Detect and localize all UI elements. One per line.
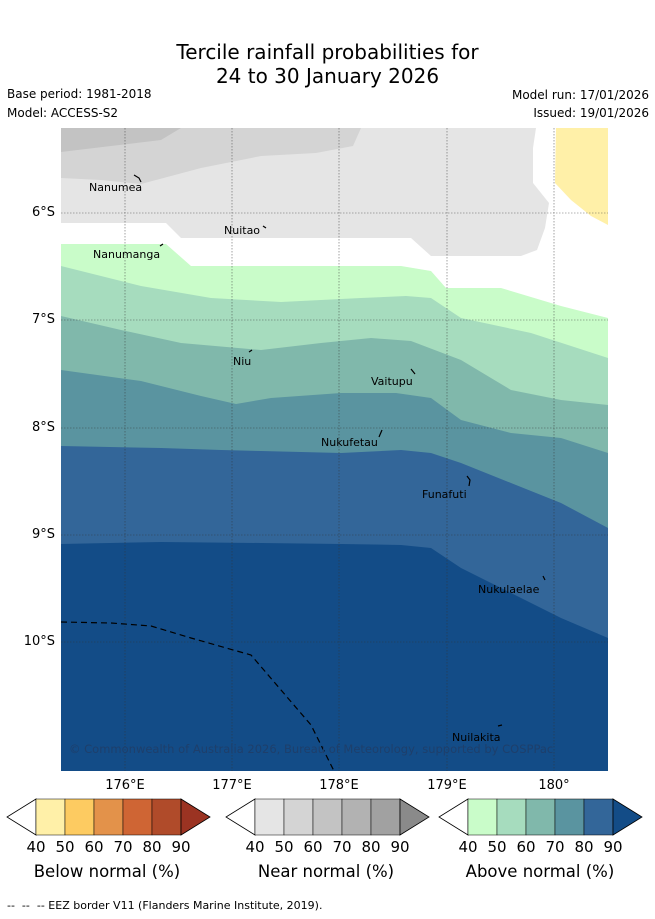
title-line-2: 24 to 30 January 2026 (215, 64, 440, 88)
lon-label-177e: 177°E (212, 778, 252, 793)
colorbar-0-tick-40: 40 (26, 838, 46, 856)
colorbar-1-max-triangle (399, 798, 430, 836)
eez-legend-footer: -- -- -- EEZ border V11 (Flanders Marine… (7, 899, 323, 912)
colorbar-1-segment-1 (283, 798, 314, 836)
colorbar-2-tick-60: 60 (516, 838, 536, 856)
colorbar-0-segment-4 (151, 798, 182, 836)
place-vaitupu: Vaitupu (371, 375, 413, 388)
colorbar-2-segment-0 (467, 798, 498, 836)
colorbar-2-segment-2 (525, 798, 556, 836)
colorbar-0-tick-70: 70 (113, 838, 133, 856)
colorbar-0-tick-80: 80 (142, 838, 162, 856)
colorbar-1-tick-40: 40 (245, 838, 265, 856)
colorbar-near-label: Near normal (%) (257, 862, 395, 881)
colorbar-2-tick-90: 90 (603, 838, 623, 856)
lat-label-9s: 9°S (31, 527, 55, 542)
model-run-date: Model run: 17/01/2026 (511, 88, 649, 102)
eez-border (61, 621, 335, 771)
colorbar-0-segment-3 (122, 798, 153, 836)
map-title: Tercile rainfall probabilities for 24 to… (0, 40, 655, 88)
place-niu: Niu (233, 355, 252, 368)
place-nuitao: Nuitao (224, 224, 261, 237)
colorbar-0-max-triangle (180, 798, 211, 836)
colorbar-1-tick-90: 90 (390, 838, 410, 856)
above-normal-90-region (61, 542, 608, 771)
colorbar-1-min-triangle (225, 798, 256, 836)
colorbar-0-tick-60: 60 (84, 838, 104, 856)
colorbar-0-segment-0 (35, 798, 66, 836)
model-name: Model: ACCESS-S2 (7, 106, 119, 120)
colorbar-above-label: Above normal (%) (465, 862, 615, 881)
colorbar-1-segment-0 (254, 798, 285, 836)
lat-label-6s: 6°S (31, 205, 55, 220)
colorbar-0-min-triangle (6, 798, 37, 836)
below-normal-40-region (555, 128, 608, 225)
colorbar-0-segment-1 (64, 798, 95, 836)
colorbar-2-tick-70: 70 (545, 838, 565, 856)
forecast-map (61, 128, 608, 771)
graticule (61, 128, 608, 771)
colorbar-1-segment-4 (370, 798, 401, 836)
colorbar-2-tick-40: 40 (458, 838, 478, 856)
lon-label-176e: 176°E (105, 778, 145, 793)
colorbar-1-segment-2 (312, 798, 343, 836)
colorbar-0-tick-90: 90 (171, 838, 191, 856)
colorbar-2-tick-50: 50 (487, 838, 507, 856)
colorbar-2-segment-4 (583, 798, 614, 836)
copyright-notice: © Commonwealth of Australia 2026, Bureau… (69, 742, 554, 756)
colorbar-0-segment-2 (93, 798, 124, 836)
place-nanumanga: Nanumanga (93, 248, 161, 261)
colorbar-1-tick-80: 80 (361, 838, 381, 856)
colorbar-2-max-triangle (612, 798, 643, 836)
colorbars (6, 798, 643, 836)
place-nukulaelae: Nukulaelae (478, 583, 540, 596)
colorbar-1-tick-70: 70 (332, 838, 352, 856)
lon-label-179e: 179°E (427, 778, 467, 793)
base-period: Base period: 1981-2018 (7, 87, 152, 101)
island-shapes (133, 174, 546, 727)
place-nuilakita: Nuilakita (452, 731, 501, 744)
lon-label-178e: 178°E (319, 778, 359, 793)
place-nanumea: Nanumea (89, 181, 143, 194)
place-nukufetau: Nukufetau (321, 436, 378, 449)
colorbar-2-tick-80: 80 (574, 838, 594, 856)
near-normal-60-region (61, 128, 181, 152)
colorbar-1-tick-60: 60 (303, 838, 323, 856)
colorbar-2-min-triangle (438, 798, 469, 836)
lon-label-180: 180° (538, 778, 570, 793)
colorbar-below-label: Below normal (%) (33, 862, 181, 881)
place-funafuti: Funafuti (422, 488, 467, 501)
lat-label-10s: 10°S (23, 634, 55, 649)
colorbar-1-segment-3 (341, 798, 372, 836)
colorbar-2-segment-1 (496, 798, 527, 836)
title-line-1: Tercile rainfall probabilities for (176, 40, 479, 64)
issued-date: Issued: 19/01/2026 (533, 106, 649, 120)
colorbar-0-tick-50: 50 (55, 838, 75, 856)
colorbar-1-tick-50: 50 (274, 838, 294, 856)
lat-label-7s: 7°S (31, 312, 55, 327)
map-canvas (61, 128, 608, 771)
colorbar-2-segment-3 (554, 798, 585, 836)
lat-label-8s: 8°S (31, 420, 55, 435)
